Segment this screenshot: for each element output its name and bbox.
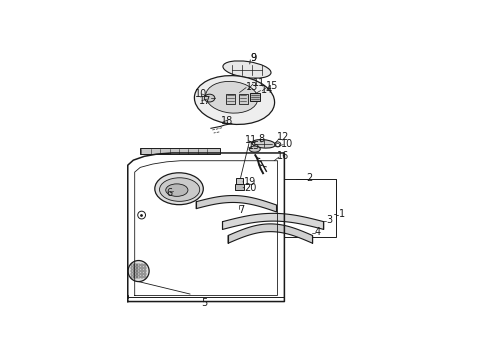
Bar (141, 267, 143, 269)
Bar (131, 267, 134, 269)
Text: 17: 17 (198, 96, 211, 105)
Bar (134, 267, 137, 269)
Text: 15: 15 (248, 141, 261, 151)
Ellipse shape (223, 61, 271, 78)
Text: 13: 13 (246, 82, 258, 92)
Bar (138, 264, 140, 266)
Ellipse shape (252, 140, 275, 148)
Text: 9: 9 (250, 53, 256, 63)
Bar (138, 270, 140, 272)
Bar (138, 276, 140, 278)
Text: 18: 18 (220, 116, 233, 126)
Bar (141, 264, 143, 266)
FancyBboxPatch shape (239, 94, 247, 104)
FancyBboxPatch shape (226, 94, 235, 104)
Bar (141, 270, 143, 272)
Bar (141, 273, 143, 275)
Text: 2: 2 (307, 174, 313, 184)
Bar (134, 270, 137, 272)
Bar (131, 276, 134, 278)
Text: 12: 12 (277, 132, 289, 143)
Text: 14: 14 (261, 85, 273, 95)
Bar (138, 267, 140, 269)
Text: 1: 1 (339, 209, 345, 219)
Text: 20: 20 (244, 184, 256, 193)
Text: 11: 11 (245, 135, 257, 145)
Text: 7: 7 (238, 204, 244, 215)
FancyBboxPatch shape (235, 184, 244, 190)
Text: 9: 9 (250, 53, 256, 63)
Bar (144, 267, 146, 269)
Text: 8: 8 (259, 134, 265, 144)
Ellipse shape (166, 184, 188, 196)
FancyBboxPatch shape (236, 177, 243, 184)
Text: 15: 15 (267, 81, 279, 91)
Ellipse shape (206, 81, 258, 113)
Bar (144, 276, 146, 278)
Text: 19: 19 (244, 177, 256, 187)
FancyBboxPatch shape (140, 148, 220, 154)
Bar (138, 273, 140, 275)
Ellipse shape (249, 146, 260, 152)
Bar (141, 276, 143, 278)
Ellipse shape (204, 94, 215, 102)
FancyBboxPatch shape (250, 93, 260, 102)
Text: 11: 11 (253, 78, 265, 88)
Text: 6: 6 (167, 188, 173, 198)
Bar (134, 273, 137, 275)
Bar (131, 273, 134, 275)
Text: 16: 16 (277, 151, 289, 161)
Bar (134, 264, 137, 266)
Ellipse shape (155, 173, 203, 205)
Bar (131, 264, 134, 266)
Text: 5: 5 (201, 298, 207, 308)
Bar (144, 264, 146, 266)
Bar (131, 270, 134, 272)
Text: 10: 10 (281, 139, 294, 149)
Ellipse shape (195, 76, 274, 125)
Circle shape (128, 261, 149, 282)
Text: 10: 10 (195, 89, 207, 99)
Bar (144, 273, 146, 275)
Text: 3: 3 (326, 215, 332, 225)
Ellipse shape (160, 178, 200, 201)
Text: 4: 4 (315, 227, 321, 237)
Bar (144, 270, 146, 272)
Bar (134, 276, 137, 278)
